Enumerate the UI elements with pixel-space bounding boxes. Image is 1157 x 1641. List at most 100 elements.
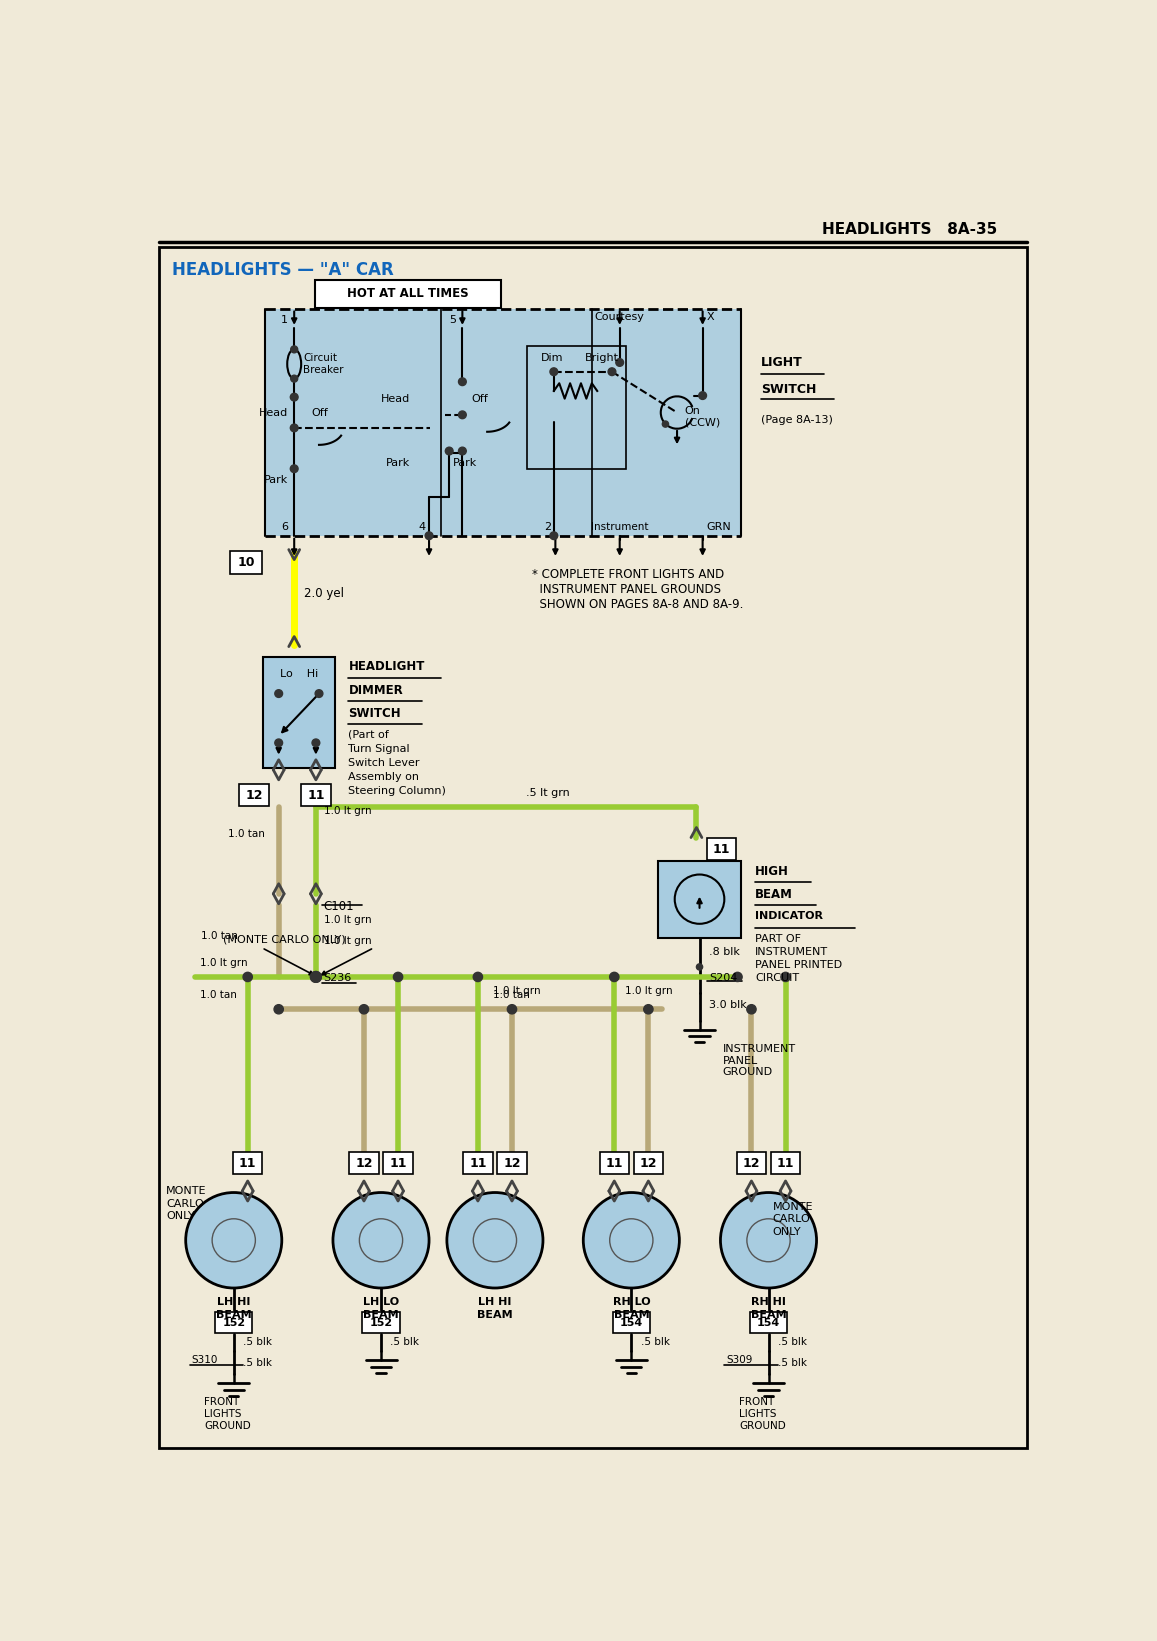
Text: Park: Park xyxy=(454,458,478,468)
Bar xyxy=(215,1311,252,1334)
Bar xyxy=(233,1152,263,1173)
Circle shape xyxy=(315,689,323,697)
Circle shape xyxy=(609,368,616,376)
Circle shape xyxy=(290,464,299,473)
Text: 1.0 tan: 1.0 tan xyxy=(493,991,530,1001)
Circle shape xyxy=(312,738,319,747)
Circle shape xyxy=(445,446,454,455)
Circle shape xyxy=(699,392,707,399)
Text: 12: 12 xyxy=(503,1157,521,1170)
Text: 152: 152 xyxy=(222,1318,245,1328)
Bar xyxy=(657,860,742,937)
Text: 6: 6 xyxy=(281,522,288,532)
Circle shape xyxy=(275,738,282,747)
Text: X: X xyxy=(707,312,714,322)
Text: RH HI
BEAM: RH HI BEAM xyxy=(751,1298,787,1319)
Text: 2: 2 xyxy=(545,522,552,532)
Text: 10: 10 xyxy=(237,556,255,569)
Circle shape xyxy=(583,1193,679,1288)
Text: SWITCH: SWITCH xyxy=(761,382,816,395)
Text: Lo    Hi: Lo Hi xyxy=(280,668,318,678)
Text: 1: 1 xyxy=(281,315,288,325)
Text: 12: 12 xyxy=(355,1157,373,1170)
Bar xyxy=(383,1152,413,1173)
Text: Dim: Dim xyxy=(540,353,563,363)
Text: HOT AT ALL TIMES: HOT AT ALL TIMES xyxy=(347,287,469,300)
Text: FRONT
LIGHTS
GROUND: FRONT LIGHTS GROUND xyxy=(205,1398,251,1431)
Circle shape xyxy=(550,368,558,376)
Circle shape xyxy=(290,423,299,432)
Text: Park: Park xyxy=(264,474,288,484)
Circle shape xyxy=(507,1004,517,1014)
Text: DIMMER: DIMMER xyxy=(348,684,403,696)
Bar xyxy=(771,1152,801,1173)
Text: 2.0 yel: 2.0 yel xyxy=(303,587,344,601)
Circle shape xyxy=(290,376,297,382)
Text: Park: Park xyxy=(385,458,410,468)
Text: Off: Off xyxy=(472,394,488,404)
Circle shape xyxy=(275,689,282,697)
Text: Off: Off xyxy=(311,407,327,417)
Bar xyxy=(265,309,742,535)
Bar xyxy=(634,1152,663,1173)
Text: Head: Head xyxy=(259,407,288,417)
Text: 4: 4 xyxy=(418,522,425,532)
Text: 11: 11 xyxy=(307,789,325,802)
Bar xyxy=(526,346,626,469)
Bar xyxy=(315,281,501,309)
Text: HEADLIGHTS — "A" CAR: HEADLIGHTS — "A" CAR xyxy=(171,261,393,279)
Circle shape xyxy=(616,359,624,366)
Circle shape xyxy=(458,446,466,455)
Text: GRN: GRN xyxy=(707,522,731,532)
Circle shape xyxy=(781,973,790,981)
Text: 11: 11 xyxy=(776,1157,795,1170)
Text: .5 blk: .5 blk xyxy=(778,1337,806,1347)
Circle shape xyxy=(393,973,403,981)
Text: 11: 11 xyxy=(605,1157,622,1170)
Text: (Page 8A-13): (Page 8A-13) xyxy=(761,415,833,425)
Circle shape xyxy=(310,971,322,983)
Bar xyxy=(362,1311,399,1334)
Circle shape xyxy=(290,394,299,400)
Text: 1.0 tan: 1.0 tan xyxy=(201,930,238,940)
Circle shape xyxy=(662,422,669,427)
Text: 1.0 lt grn: 1.0 lt grn xyxy=(324,806,371,816)
Text: 1.0 lt grn: 1.0 lt grn xyxy=(493,986,541,996)
Circle shape xyxy=(333,1193,429,1288)
Text: 1.0 tan: 1.0 tan xyxy=(200,991,237,1001)
Circle shape xyxy=(290,346,297,353)
Bar xyxy=(349,1152,378,1173)
Text: S236: S236 xyxy=(324,973,352,983)
Text: LH HI
BEAM: LH HI BEAM xyxy=(477,1298,513,1319)
Circle shape xyxy=(447,1193,543,1288)
Text: Instrument: Instrument xyxy=(591,522,648,532)
Text: 1.0 lt grn: 1.0 lt grn xyxy=(324,935,371,947)
Circle shape xyxy=(274,1004,283,1014)
Circle shape xyxy=(643,1004,653,1014)
Text: S310: S310 xyxy=(191,1355,218,1365)
Bar xyxy=(263,656,334,768)
Text: 12: 12 xyxy=(245,789,263,802)
Text: (MONTE CARLO ONLY): (MONTE CARLO ONLY) xyxy=(223,935,346,945)
Bar xyxy=(301,784,331,806)
Text: 154: 154 xyxy=(620,1318,643,1328)
Circle shape xyxy=(458,410,466,418)
Text: Courtesy: Courtesy xyxy=(595,312,644,322)
Text: INDICATOR: INDICATOR xyxy=(756,911,824,921)
Text: LH LO
BEAM: LH LO BEAM xyxy=(363,1298,399,1319)
Text: MONTE
CARLO
ONLY: MONTE CARLO ONLY xyxy=(167,1186,207,1221)
Circle shape xyxy=(721,1193,817,1288)
Bar xyxy=(463,1152,493,1173)
Text: 1.0 lt grn: 1.0 lt grn xyxy=(200,958,248,968)
Text: 1.0 lt grn: 1.0 lt grn xyxy=(324,916,371,926)
Text: FRONT
LIGHTS
GROUND: FRONT LIGHTS GROUND xyxy=(739,1398,786,1431)
Text: LH HI
BEAM: LH HI BEAM xyxy=(216,1298,251,1319)
Text: 1.0 lt grn: 1.0 lt grn xyxy=(625,986,672,996)
Text: .5 lt grn: .5 lt grn xyxy=(525,788,569,798)
Text: Head: Head xyxy=(381,394,410,404)
Text: .5 blk: .5 blk xyxy=(778,1359,806,1369)
Bar xyxy=(707,839,736,860)
Text: Bright: Bright xyxy=(584,353,619,363)
Text: S309: S309 xyxy=(725,1355,752,1365)
Text: RH LO
BEAM: RH LO BEAM xyxy=(612,1298,650,1319)
